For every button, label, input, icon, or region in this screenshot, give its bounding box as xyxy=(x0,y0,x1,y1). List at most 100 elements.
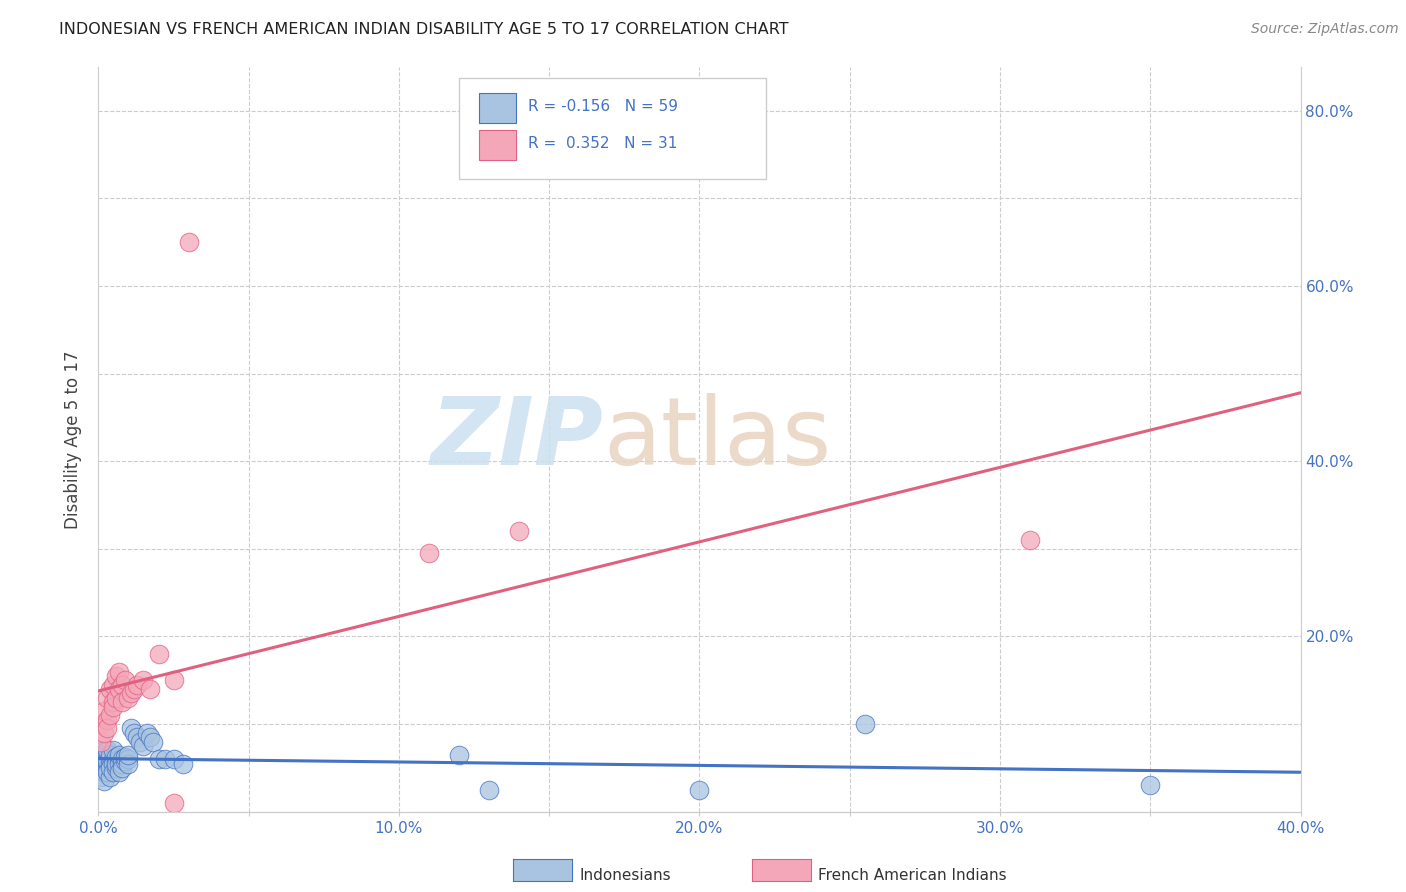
Point xyxy=(108,665,131,679)
Point xyxy=(111,678,134,692)
Point xyxy=(105,750,128,764)
Point xyxy=(111,752,134,766)
Point xyxy=(172,756,194,771)
Point xyxy=(121,686,143,700)
Point xyxy=(148,752,170,766)
Point xyxy=(103,752,125,766)
Point xyxy=(100,752,122,766)
Point xyxy=(96,761,118,775)
Point xyxy=(114,750,136,764)
Point xyxy=(96,765,118,780)
Point xyxy=(108,752,131,766)
Point xyxy=(121,722,143,736)
Point xyxy=(138,730,160,744)
Point xyxy=(96,752,118,766)
Point xyxy=(103,699,125,714)
Point xyxy=(117,747,139,762)
Point xyxy=(100,761,122,775)
Point xyxy=(96,713,118,727)
Point xyxy=(132,739,155,753)
Point xyxy=(138,681,160,696)
Text: French American Indians: French American Indians xyxy=(818,869,1007,883)
Point xyxy=(100,708,122,723)
Point xyxy=(100,681,122,696)
Point xyxy=(114,673,136,688)
Point xyxy=(96,743,118,757)
Point xyxy=(153,752,176,766)
Point xyxy=(105,669,128,683)
Point xyxy=(117,756,139,771)
Point xyxy=(105,756,128,771)
Point xyxy=(135,726,157,740)
Point xyxy=(93,704,115,718)
Point xyxy=(108,681,131,696)
Point xyxy=(96,722,118,736)
Point xyxy=(108,747,131,762)
Point xyxy=(93,752,115,766)
Point xyxy=(103,765,125,780)
Point xyxy=(90,747,112,762)
Point xyxy=(96,754,118,768)
Point xyxy=(1139,779,1161,793)
Point xyxy=(117,752,139,766)
Point xyxy=(100,770,122,784)
Text: Source: ZipAtlas.com: Source: ZipAtlas.com xyxy=(1251,22,1399,37)
Text: INDONESIAN VS FRENCH AMERICAN INDIAN DISABILITY AGE 5 TO 17 CORRELATION CHART: INDONESIAN VS FRENCH AMERICAN INDIAN DIS… xyxy=(59,22,789,37)
Point xyxy=(108,765,131,780)
Point xyxy=(103,756,125,771)
Point xyxy=(93,774,115,789)
Point xyxy=(96,690,118,705)
Point xyxy=(129,734,152,748)
Point xyxy=(105,761,128,775)
Point xyxy=(141,734,163,748)
Point xyxy=(418,546,440,560)
Point xyxy=(96,747,118,762)
Point xyxy=(105,754,128,768)
Y-axis label: Disability Age 5 to 17: Disability Age 5 to 17 xyxy=(65,350,83,529)
Point xyxy=(478,782,501,797)
FancyBboxPatch shape xyxy=(458,78,766,178)
Point xyxy=(148,647,170,661)
Point xyxy=(103,743,125,757)
Point xyxy=(90,752,112,766)
Point xyxy=(114,754,136,768)
Point xyxy=(111,756,134,771)
Point xyxy=(90,717,112,731)
Point xyxy=(103,695,125,709)
Point xyxy=(96,756,118,771)
Point xyxy=(111,695,134,709)
FancyBboxPatch shape xyxy=(479,93,516,123)
Point xyxy=(853,717,876,731)
Text: ZIP: ZIP xyxy=(430,393,603,485)
Point xyxy=(162,673,184,688)
Point xyxy=(105,690,128,705)
Text: atlas: atlas xyxy=(603,393,831,485)
Point xyxy=(508,524,530,539)
Point xyxy=(111,761,134,775)
Text: R =  0.352   N = 31: R = 0.352 N = 31 xyxy=(527,136,676,151)
Point xyxy=(103,678,125,692)
Point xyxy=(162,796,184,810)
Point xyxy=(124,726,146,740)
Point xyxy=(93,756,115,771)
FancyBboxPatch shape xyxy=(479,130,516,160)
Text: R = -0.156   N = 59: R = -0.156 N = 59 xyxy=(527,99,678,114)
Point xyxy=(177,235,200,249)
Point xyxy=(93,726,115,740)
Point xyxy=(127,678,149,692)
Point xyxy=(90,770,112,784)
Point xyxy=(100,756,122,771)
Point xyxy=(447,747,470,762)
Point xyxy=(108,756,131,771)
Point xyxy=(90,734,112,748)
Point xyxy=(124,681,146,696)
Point xyxy=(93,765,115,780)
Point xyxy=(1019,533,1042,547)
Point xyxy=(132,673,155,688)
Point xyxy=(93,743,115,757)
Point xyxy=(117,690,139,705)
Point xyxy=(162,752,184,766)
Point xyxy=(93,747,115,762)
Point xyxy=(100,747,122,762)
Point xyxy=(127,730,149,744)
